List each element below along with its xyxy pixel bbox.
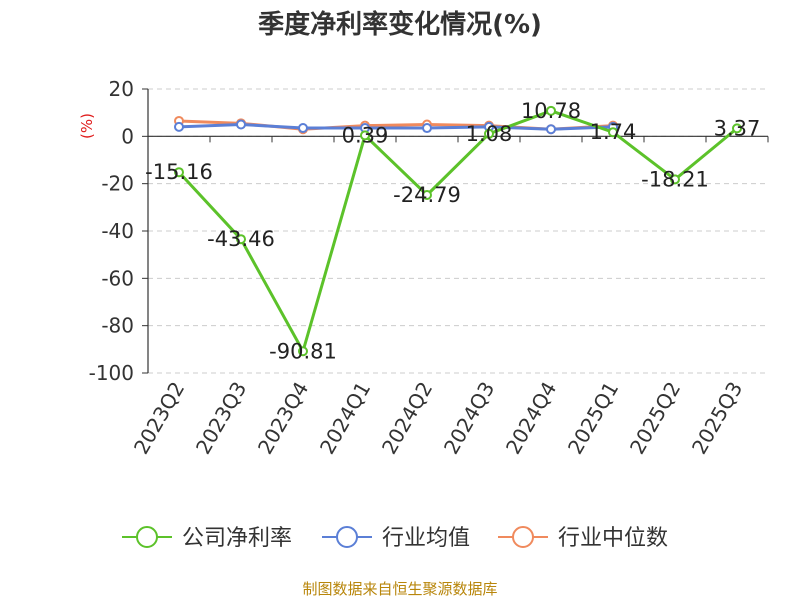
data-point bbox=[484, 128, 494, 139]
data-point bbox=[422, 123, 432, 134]
legend-item: 行业均值 bbox=[322, 526, 470, 551]
data-point bbox=[670, 174, 680, 185]
legend-label: 公司净利率 bbox=[182, 526, 292, 551]
y-tick-label: -80 bbox=[101, 314, 134, 338]
data-point bbox=[298, 346, 308, 357]
y-tick-labels: 20 0 -20 -40 -60 -80 -100 bbox=[89, 77, 134, 385]
data-point bbox=[298, 123, 308, 134]
chart-title: 季度净利率变化情况(%) bbox=[258, 10, 542, 40]
legend-item: 行业中位数 bbox=[498, 526, 668, 551]
y-tick-label: -100 bbox=[89, 361, 134, 385]
x-tick-labels: 2023Q2 2023Q3 2023Q4 2024Q1 2024Q2 2024Q3 2024… bbox=[129, 378, 747, 459]
legend-marker bbox=[336, 526, 358, 548]
data-label: -90.81 bbox=[269, 339, 337, 363]
legend-label: 行业中位数 bbox=[558, 526, 668, 551]
legend-label: 行业均值 bbox=[382, 526, 470, 551]
data-label: -15.16 bbox=[145, 160, 213, 184]
series-lines bbox=[174, 105, 742, 357]
y-tick-label: -20 bbox=[101, 172, 134, 196]
x-tick-label: 2025Q1 bbox=[563, 378, 623, 459]
data-point bbox=[546, 105, 556, 116]
series-line bbox=[177, 109, 738, 353]
x-tick-label: 2023Q2 bbox=[129, 378, 189, 459]
x-tick-label: 2024Q3 bbox=[439, 378, 499, 459]
data-label: -43.46 bbox=[207, 227, 275, 251]
x-tick-label: 2025Q3 bbox=[687, 378, 747, 459]
data-point bbox=[360, 130, 370, 141]
x-tick-label: 2024Q1 bbox=[315, 378, 375, 459]
source-note: 制图数据来自恒生聚源数据库 bbox=[302, 580, 498, 598]
data-point bbox=[546, 124, 556, 135]
legend-item: 公司净利率 bbox=[122, 526, 292, 551]
x-tick-label: 2025Q2 bbox=[625, 378, 685, 459]
y-tick-label: -40 bbox=[101, 219, 134, 243]
data-point bbox=[732, 123, 742, 134]
data-label: 3.37 bbox=[714, 116, 761, 140]
data-labels: -15.16 -43.46 -90.81 0.39 -24.79 1.08 10.78 1.7… bbox=[145, 99, 760, 363]
data-label: 1.08 bbox=[466, 122, 513, 146]
legend-marker bbox=[136, 526, 158, 548]
y-axis-label: (%) bbox=[78, 113, 96, 139]
legend: 公司净利率 行业均值 行业中位数 bbox=[122, 526, 668, 551]
x-tick-label: 2023Q3 bbox=[191, 378, 251, 459]
data-point bbox=[236, 119, 246, 130]
y-tick-label: -60 bbox=[101, 266, 134, 290]
y-tick-label: 0 bbox=[121, 124, 134, 148]
data-label: -18.21 bbox=[641, 167, 709, 191]
data-point bbox=[608, 127, 618, 138]
y-tick-label: 20 bbox=[109, 77, 134, 101]
x-tick-label: 2023Q4 bbox=[253, 378, 313, 459]
data-point bbox=[236, 234, 246, 245]
axes bbox=[147, 89, 769, 373]
legend-marker bbox=[512, 526, 534, 548]
x-tick-label: 2024Q4 bbox=[501, 378, 561, 459]
x-tick-label: 2024Q2 bbox=[377, 378, 437, 459]
data-label: -24.79 bbox=[393, 183, 461, 207]
data-label: 0.39 bbox=[342, 123, 389, 147]
data-label: 10.78 bbox=[521, 99, 581, 123]
data-point bbox=[422, 190, 432, 201]
data-point bbox=[174, 167, 184, 178]
data-point bbox=[174, 121, 184, 132]
data-label: 1.74 bbox=[590, 120, 637, 144]
series-line bbox=[178, 123, 614, 131]
